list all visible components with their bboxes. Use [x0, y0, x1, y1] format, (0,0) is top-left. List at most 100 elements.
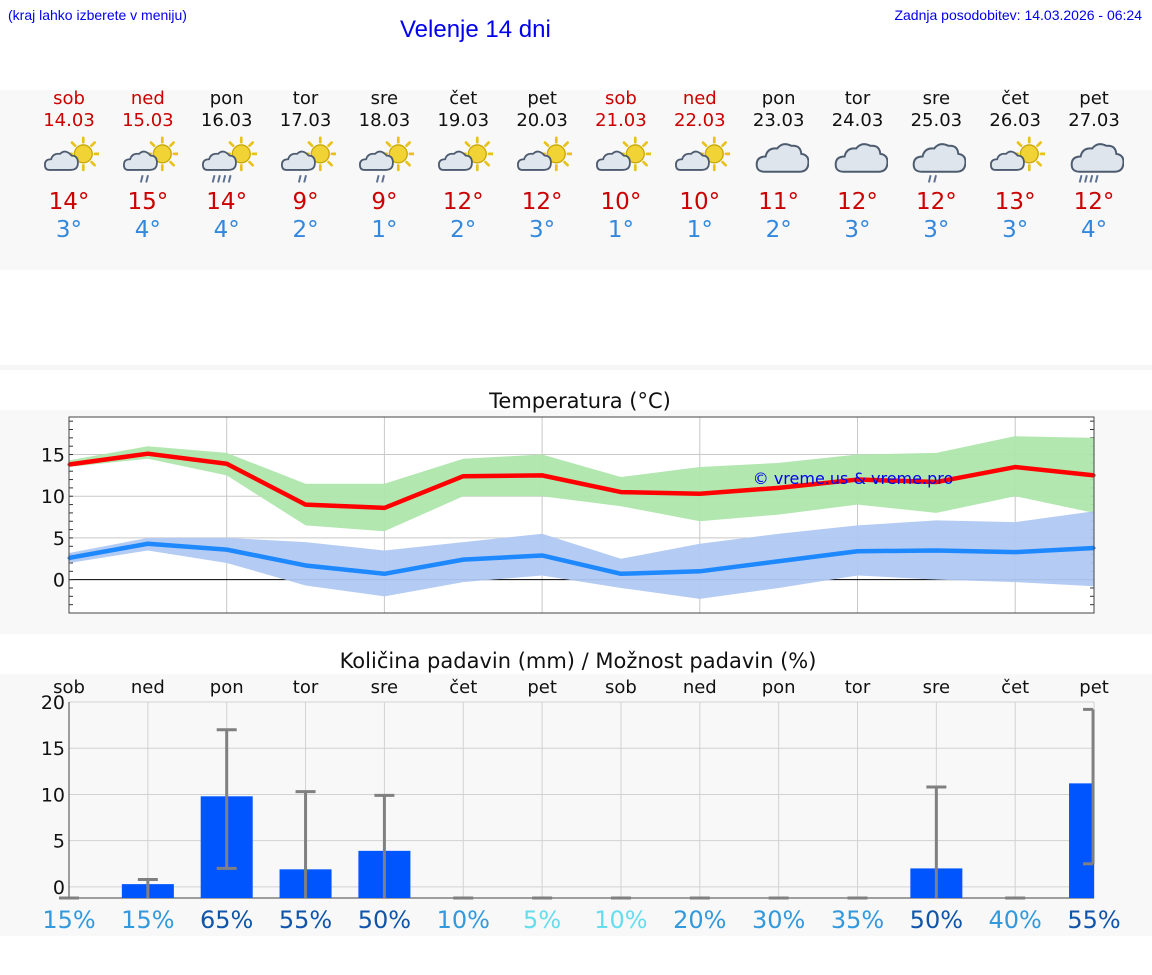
day-name: čet [449, 88, 478, 109]
min-data-point [540, 553, 544, 557]
precipitation-probability: 50% [910, 906, 963, 934]
chart-title: Količina padavin (mm) / Možnost padavin … [340, 649, 817, 673]
y-tick-label: 10 [41, 486, 65, 508]
min-data-point [461, 558, 465, 562]
day-name: pet [527, 88, 557, 109]
x-category-label: sob [605, 677, 637, 698]
min-temperature: 3° [55, 217, 83, 243]
min-data-point [1013, 550, 1017, 554]
max-temperature: 10° [600, 189, 642, 215]
precipitation-probability: 40% [989, 906, 1042, 934]
day-date: 22.03 [674, 110, 726, 131]
x-category-label: tor [293, 677, 319, 698]
min-data-point [856, 549, 859, 553]
precipitation-probability: 55% [279, 906, 332, 934]
cloud-heavy-rain-icon [1070, 143, 1125, 183]
day-name: sre [922, 88, 951, 109]
forecast-day: pon 23.03 11° 2° [739, 88, 819, 244]
sun-cloud-heavy-rain-icon [201, 136, 257, 183]
cloud-icon [834, 143, 888, 173]
sun-cloud-icon [595, 136, 651, 172]
max-data-point [777, 486, 781, 490]
precipitation-probability: 30% [752, 906, 805, 934]
day-date: 21.03 [595, 110, 647, 131]
precipitation-chart: Količina padavin (mm) / Možnost padavin … [41, 649, 1121, 934]
max-temperature: 15° [127, 189, 169, 215]
precipitation-probability: 20% [673, 906, 726, 934]
min-temperature-line [68, 541, 1095, 577]
x-category-label: ned [131, 677, 165, 698]
sun-cloud-rain-icon [280, 136, 336, 183]
min-data-point [934, 548, 938, 552]
forecast-day: sob 14.03 14° 3° [29, 88, 109, 244]
sun-cloud-rain-icon [122, 136, 178, 183]
precipitation-probability: 10% [437, 906, 490, 934]
day-name: ned [130, 88, 165, 109]
day-date: 17.03 [279, 110, 332, 131]
precipitation-probability: 50% [358, 906, 411, 934]
max-temperature: 13° [994, 189, 1036, 215]
max-temperature: 14° [48, 189, 90, 215]
max-data-point [540, 473, 544, 477]
day-name: sob [605, 88, 637, 109]
x-category-label: pon [210, 677, 244, 698]
max-temperature: 9° [292, 189, 319, 215]
precipitation-probability: 55% [1067, 906, 1120, 934]
min-data-point [619, 572, 623, 576]
day-date: 16.03 [200, 110, 253, 131]
min-data-point [304, 563, 308, 567]
x-category-label: sre [923, 677, 950, 698]
forecast-day: pon 16.03 14° 4° [187, 88, 267, 244]
plot-frame [68, 416, 1095, 614]
forecast-strip [0, 90, 1152, 270]
max-temperature-line [68, 451, 1095, 511]
forecast-day: ned 22.03 10° 1° [660, 88, 740, 244]
min-temperature: 2° [292, 217, 319, 243]
forecast-day: sre 18.03 9° 1° [344, 88, 424, 244]
precipitation-bar [1069, 783, 1095, 898]
max-data-point [1013, 465, 1017, 469]
watermark: © vreme.us & vreme.pro [753, 469, 954, 488]
forecast-day: tor 17.03 9° 2° [266, 88, 346, 244]
sun-cloud-rain-icon [359, 136, 415, 183]
y-tick-label: 15 [41, 445, 65, 467]
precipitation-probability: 5% [523, 906, 561, 934]
min-data-point [698, 569, 702, 573]
max-temperature: 14° [206, 189, 248, 215]
x-category-label: tor [845, 677, 871, 698]
max-temperature: 10° [679, 189, 721, 215]
forecast-day: sob 21.03 10° 1° [581, 88, 661, 244]
day-date: 27.03 [1068, 110, 1120, 131]
min-temperature: 3° [923, 217, 950, 243]
sun-cloud-icon [674, 136, 730, 172]
y-tick-label: 0 [53, 570, 65, 592]
min-temperature: 3° [529, 217, 556, 243]
x-category-label: pet [1079, 677, 1109, 698]
forecast-day: sre 25.03 12° 3° [896, 88, 976, 244]
page-title: Velenje 14 dni [400, 16, 551, 43]
day-date: 19.03 [437, 110, 490, 131]
precipitation-probability: 15% [121, 906, 174, 934]
min-data-point [225, 548, 229, 552]
day-date: 25.03 [910, 110, 963, 131]
max-temperature: 12° [915, 189, 957, 215]
max-data-point [619, 490, 623, 494]
forecast-day: čet 26.03 13° 3° [975, 88, 1055, 244]
sun-cloud-icon [990, 136, 1046, 172]
min-temperature: 1° [686, 217, 713, 243]
day-date: 23.03 [752, 110, 805, 131]
max-temperature: 11° [758, 189, 800, 215]
cloud-icon [755, 143, 809, 173]
min-temperature: 2° [765, 217, 792, 243]
min-temperature: 2° [450, 217, 477, 243]
day-name: sob [53, 88, 85, 109]
divider [0, 365, 1152, 370]
plot-area [69, 417, 1094, 613]
day-name: pet [1079, 88, 1109, 109]
day-name: ned [682, 88, 717, 109]
x-category-label: sob [53, 677, 85, 698]
chart-title: Temperatura (°C) [488, 389, 671, 413]
forecast-day: ned 15.03 15° 4° [108, 88, 188, 244]
max-data-point [225, 462, 229, 466]
min-data-point [382, 572, 386, 576]
